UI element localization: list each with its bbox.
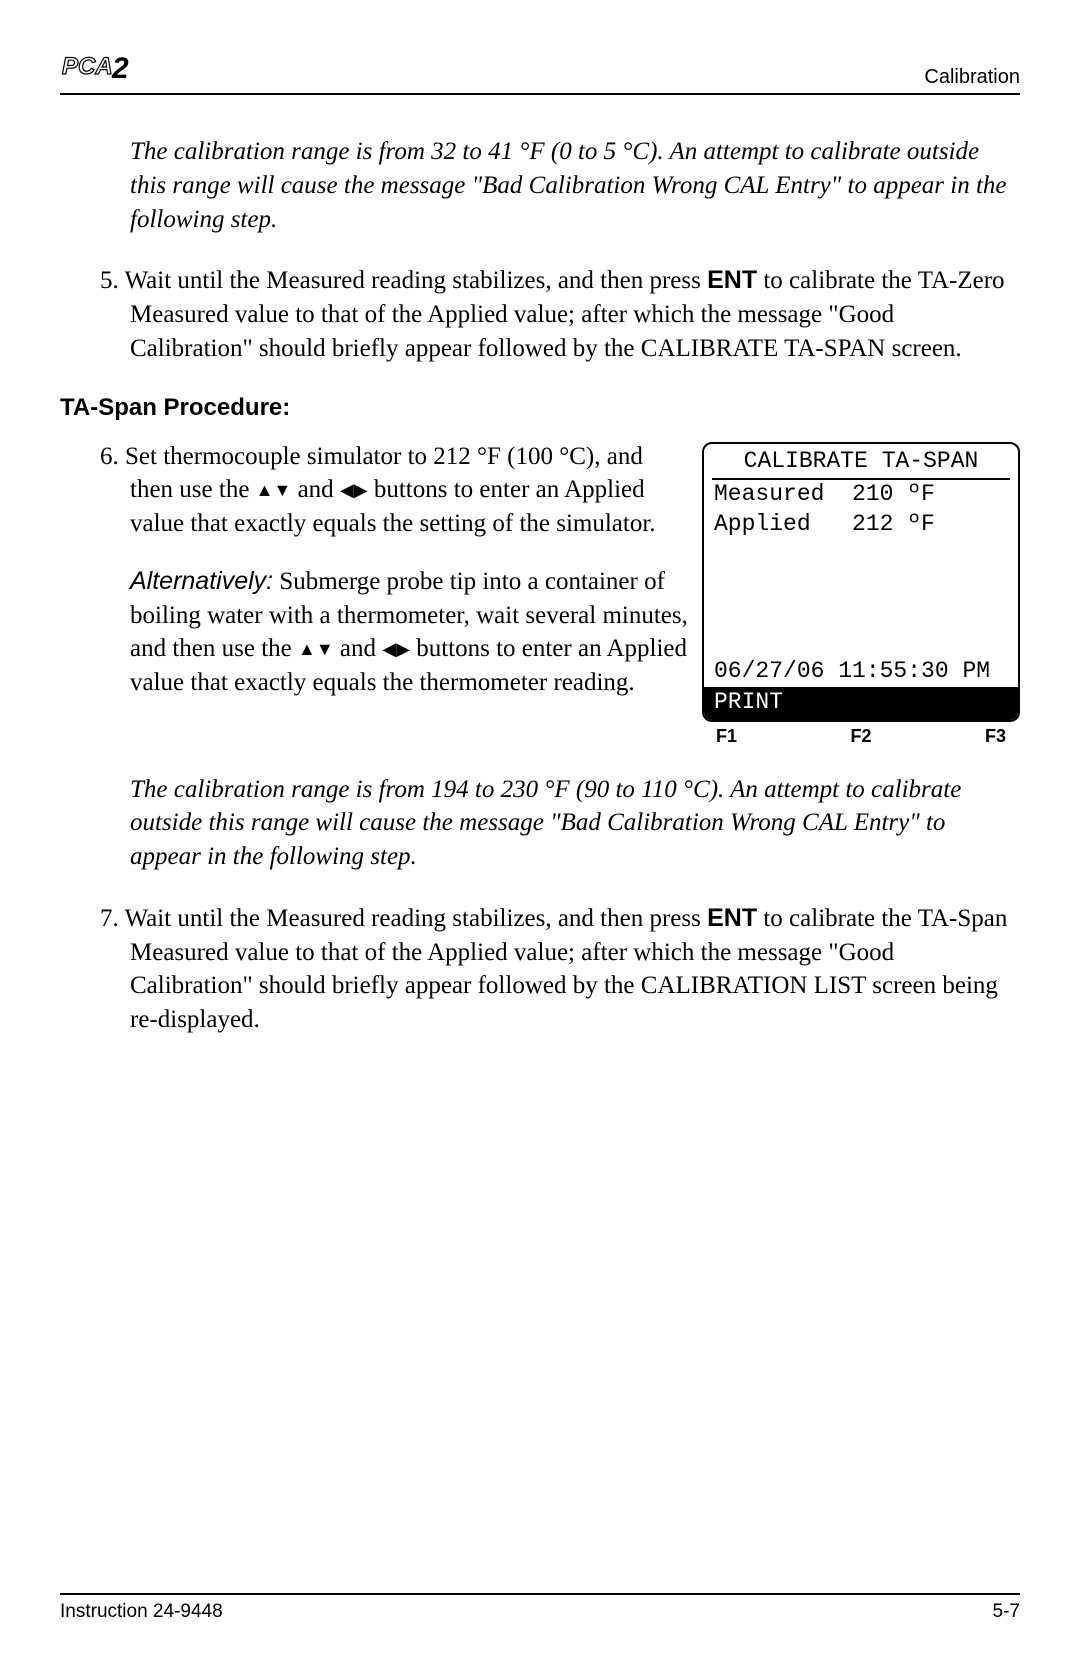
page-header: PCA 2 Calibration [60, 50, 1020, 95]
up-down-arrows-icon: ▲▼ [256, 480, 292, 500]
step-number: 5. [100, 267, 119, 294]
step6-text-b: and [291, 476, 340, 503]
footer-right: 5-7 [993, 1601, 1020, 1623]
screen-applied-row: Applied 212 ºF [704, 510, 1018, 540]
footer-left: Instruction 24-9448 [60, 1601, 223, 1623]
ent-key-label: ENT [707, 266, 757, 294]
step-7: 7. Wait until the Measured reading stabi… [100, 902, 1020, 1037]
f1-label: F1 [716, 726, 737, 747]
screen-footer: 06/27/06 11:55:30 PM PRINT [704, 657, 1018, 719]
screen-print-label: PRINT [704, 687, 1018, 720]
step6-alt-b: and [334, 635, 383, 662]
logo: PCA 2 [60, 50, 140, 89]
calibration-note-zero: The calibration range is from 32 to 41 °… [130, 135, 1010, 236]
step-5: 5. Wait until the Measured reading stabi… [100, 264, 1020, 365]
screen-measured-row: Measured 210 ºF [704, 480, 1018, 510]
left-right-arrows-icon: ◀▶ [340, 480, 368, 500]
svg-text:2: 2 [111, 52, 129, 84]
ent-key-label: ENT [707, 904, 757, 932]
alternatively-label: Alternatively: [130, 567, 273, 595]
ta-span-heading: TA-Span Procedure: [60, 394, 1020, 422]
f3-label: F3 [985, 726, 1006, 747]
step-text-pre: Wait until the Measured reading stabiliz… [125, 267, 708, 294]
screen-timestamp: 06/27/06 11:55:30 PM [704, 657, 1018, 687]
step-number: 7. [100, 905, 119, 932]
svg-text:PCA: PCA [62, 53, 113, 80]
header-section-label: Calibration [924, 66, 1020, 89]
lcd-screen: CALIBRATE TA-SPAN Measured 210 ºF Applie… [702, 442, 1020, 722]
step-text-pre: Wait until the Measured reading stabiliz… [125, 905, 708, 932]
calibration-note-span: The calibration range is from 194 to 230… [130, 773, 1010, 874]
step-number: 6. [100, 443, 119, 470]
left-right-arrows-icon: ◀▶ [382, 639, 410, 659]
page: PCA 2 Calibration The calibration range … [0, 0, 1080, 1669]
screen-title: CALIBRATE TA-SPAN [712, 444, 1010, 481]
function-key-row: F1 F2 F3 [702, 722, 1020, 747]
page-footer: Instruction 24-9448 5-7 [60, 1593, 1020, 1623]
up-down-arrows-icon: ▲▼ [298, 639, 334, 659]
step-6-container: CALIBRATE TA-SPAN Measured 210 ºF Applie… [60, 440, 1020, 755]
f2-label: F2 [850, 726, 871, 747]
screen-figure: CALIBRATE TA-SPAN Measured 210 ºF Applie… [702, 442, 1020, 747]
